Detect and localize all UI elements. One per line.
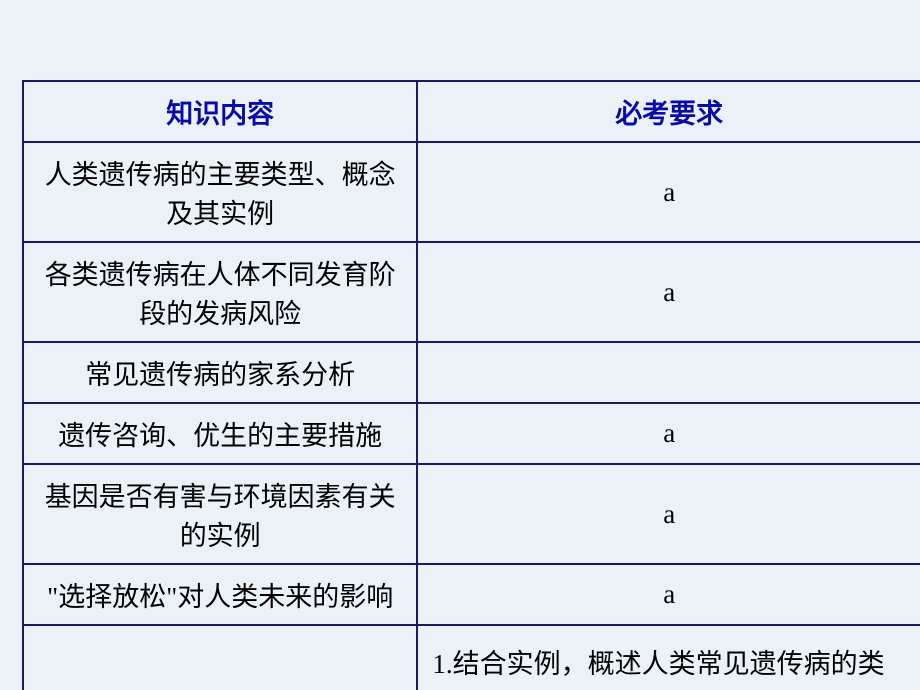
table-row: 人类遗传病的主要类型、概念及其实例 a <box>23 142 920 242</box>
side-label: 课时要求 <box>23 625 417 690</box>
table-row: 遗传咨询、优生的主要措施 a <box>23 403 920 464</box>
table-row: 基因是否有害与环境因素有关的实例 a <box>23 464 920 564</box>
cell-content: 基因是否有害与环境因素有关的实例 <box>23 464 417 564</box>
table-row: "选择放松"对人类未来的影响 a <box>23 564 920 625</box>
cell-req: a <box>417 403 920 464</box>
cell-content: 各类遗传病在人体不同发育阶段的发病风险 <box>23 242 417 342</box>
header-content: 知识内容 <box>23 81 417 142</box>
cell-content: 常见遗传病的家系分析 <box>23 342 417 403</box>
cell-req: a <box>417 564 920 625</box>
table-row-requirements: 课时要求 1.结合实例，概述人类常见遗传病的类型及特点。2.结合教材和有关材料，… <box>23 625 920 690</box>
cell-content: 遗传咨询、优生的主要措施 <box>23 403 417 464</box>
table-row: 各类遗传病在人体不同发育阶段的发病风险 a <box>23 242 920 342</box>
cell-req: a <box>417 464 920 564</box>
cell-content: "选择放松"对人类未来的影响 <box>23 564 417 625</box>
cell-content: 人类遗传病的主要类型、概念及其实例 <box>23 142 417 242</box>
header-requirement: 必考要求 <box>417 81 920 142</box>
slide-page: 知识内容 必考要求 人类遗传病的主要类型、概念及其实例 a 各类遗传病在人体不同… <box>0 0 920 690</box>
content-table: 知识内容 必考要求 人类遗传病的主要类型、概念及其实例 a 各类遗传病在人体不同… <box>22 80 920 690</box>
cell-req: a <box>417 142 920 242</box>
table-row: 常见遗传病的家系分析 <box>23 342 920 403</box>
table-header-row: 知识内容 必考要求 <box>23 81 920 142</box>
description-cell: 1.结合实例，概述人类常见遗传病的类型及特点。2.结合教材和有关材料，简述遗传咨… <box>417 625 920 690</box>
cell-req: a <box>417 242 920 342</box>
cell-req <box>417 342 920 403</box>
